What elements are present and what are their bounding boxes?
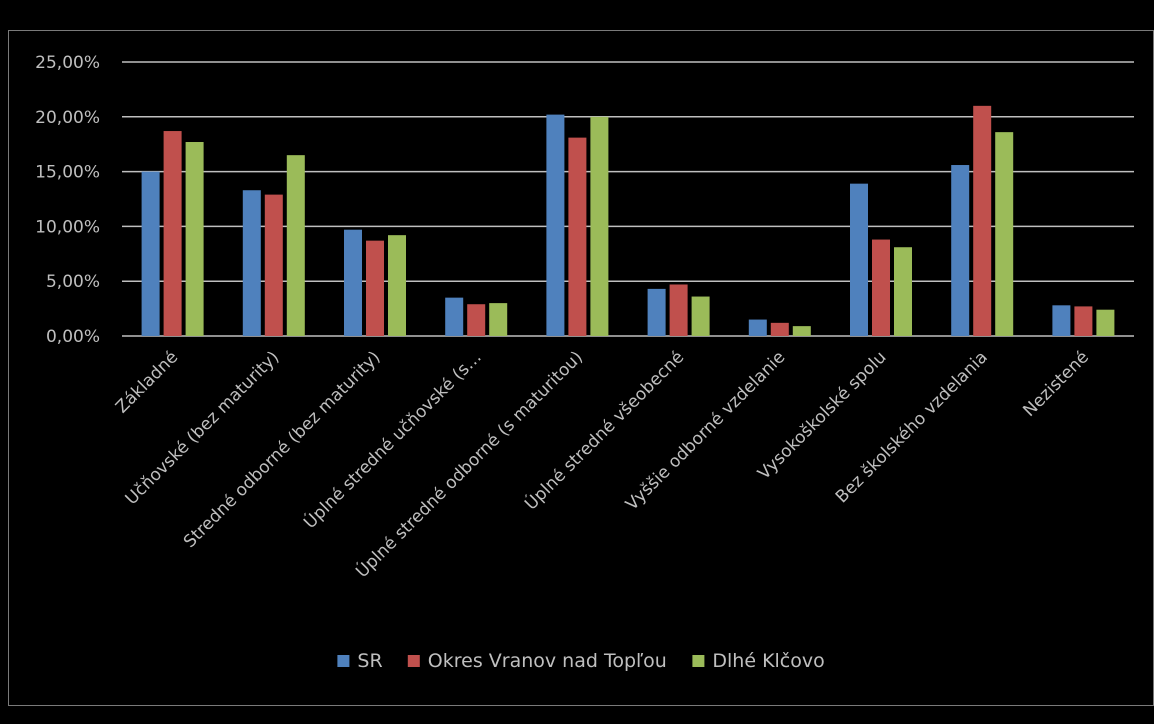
bar bbox=[141, 171, 160, 336]
bar bbox=[366, 240, 384, 336]
y-tick-label: 25,00% bbox=[35, 53, 100, 73]
bar bbox=[770, 322, 789, 336]
bar bbox=[995, 132, 1014, 336]
bar bbox=[489, 303, 508, 336]
legend-swatch bbox=[407, 655, 420, 667]
bar bbox=[951, 165, 970, 336]
y-tick-label: 20,00% bbox=[35, 108, 100, 128]
bar bbox=[344, 229, 362, 336]
y-tick-label: 5,00% bbox=[46, 272, 100, 292]
bar bbox=[546, 114, 565, 336]
bar bbox=[872, 239, 890, 336]
bar bbox=[445, 297, 464, 336]
bar bbox=[467, 304, 486, 336]
x-tick-label: Úplné stredné odborné (s maturitou) bbox=[351, 346, 587, 582]
x-tick-label: Úplné stredné učňovské (s… bbox=[299, 346, 486, 533]
bar bbox=[691, 296, 710, 336]
bar bbox=[850, 183, 868, 336]
bar bbox=[264, 194, 283, 336]
x-tick-label: Stredné odborné (bez maturity) bbox=[180, 347, 385, 552]
legend-label: SR bbox=[357, 650, 382, 672]
bar bbox=[163, 131, 182, 336]
y-tick-label: 0,00% bbox=[46, 327, 100, 347]
bar bbox=[388, 235, 406, 336]
bar bbox=[185, 142, 204, 336]
bar bbox=[1052, 305, 1071, 336]
legend-label: Okres Vranov nad Topľou bbox=[428, 650, 667, 672]
legend-swatch bbox=[692, 655, 705, 667]
x-tick-label: Základné bbox=[112, 347, 182, 417]
bar bbox=[669, 284, 688, 336]
bar bbox=[647, 288, 666, 336]
y-tick-label: 10,00% bbox=[35, 217, 100, 237]
x-tick-label: Nezistené bbox=[1019, 347, 1093, 421]
bar bbox=[1074, 306, 1093, 336]
bar bbox=[286, 155, 305, 336]
bar bbox=[792, 326, 811, 336]
y-tick-label: 15,00% bbox=[35, 163, 100, 183]
legend-label: Dlhé Klčovo bbox=[712, 650, 824, 672]
bar bbox=[1096, 309, 1115, 336]
bar bbox=[590, 116, 609, 336]
bar bbox=[242, 190, 261, 336]
bar bbox=[748, 319, 767, 336]
legend-swatch bbox=[337, 655, 350, 667]
x-tick-label: Úplné stredné všeobecné bbox=[520, 346, 688, 514]
bar bbox=[894, 247, 912, 336]
bar bbox=[973, 105, 992, 336]
bar bbox=[568, 137, 587, 336]
x-tick-label: Vyššie odborné vzdelanie bbox=[622, 347, 789, 514]
